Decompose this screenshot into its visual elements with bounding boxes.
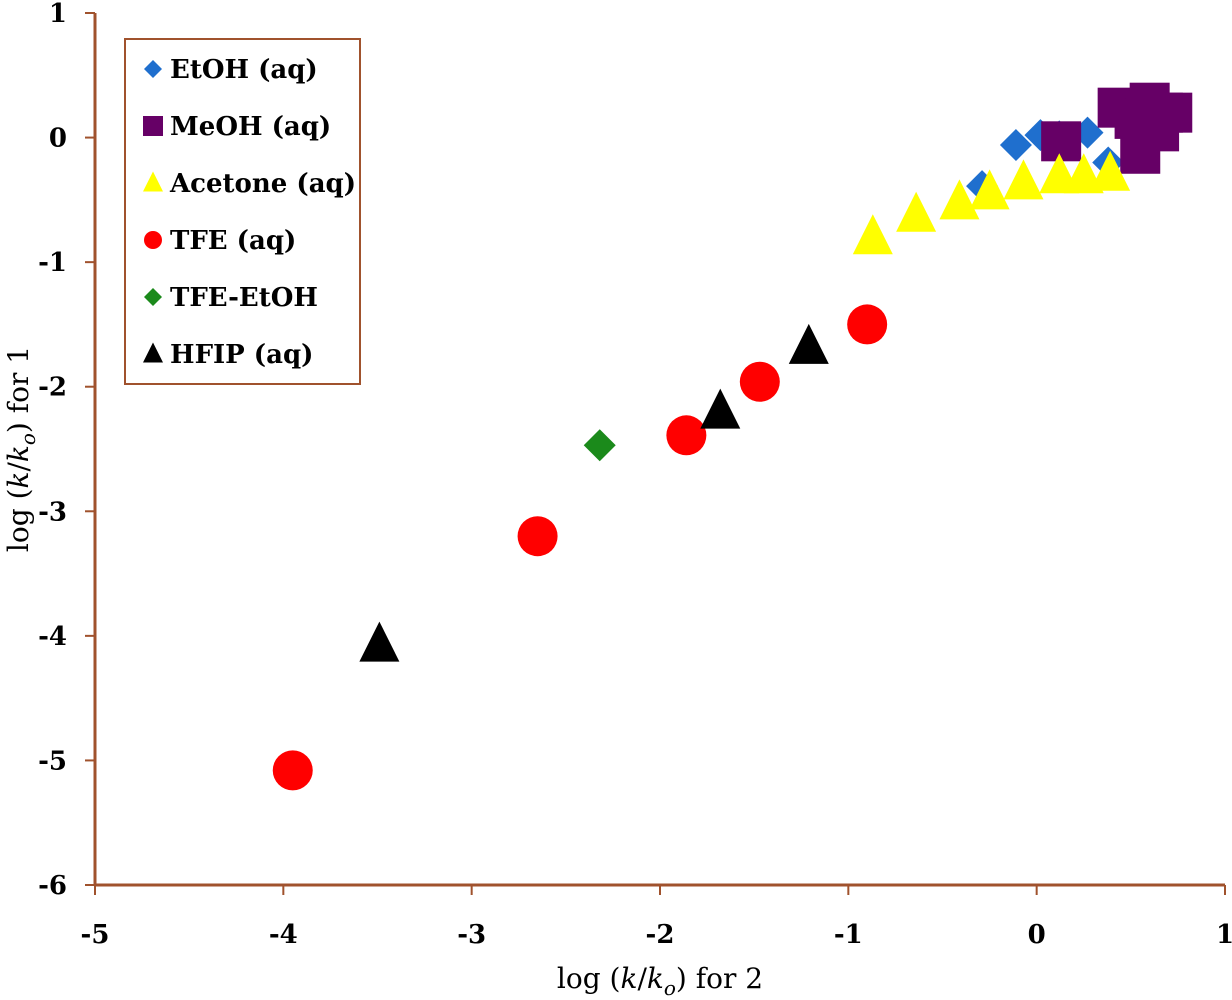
x-label-k2: k	[647, 962, 664, 995]
legend-label: TFE-EtOH	[170, 283, 318, 313]
series-2	[852, 150, 1131, 255]
data-point	[1041, 121, 1082, 162]
legend: EtOH (aq) MeOH (aq) Acetone (aq) TFE (aq) TF…	[124, 38, 361, 385]
y-tick-label: 0	[49, 124, 67, 154]
data-point	[847, 304, 888, 345]
x-label-slash: /	[637, 962, 647, 995]
legend-item: HFIP (aq)	[143, 340, 313, 370]
data-point	[939, 179, 980, 220]
ticks	[85, 12, 1226, 895]
legend-label: Acetone (aq)	[169, 169, 356, 199]
data-point	[1003, 159, 1044, 200]
legend-marker	[144, 288, 162, 306]
legend-marker	[143, 342, 163, 363]
series-4	[583, 429, 616, 462]
data-point	[1152, 92, 1193, 133]
data-point	[969, 169, 1010, 210]
y-label-k2: k	[2, 445, 35, 462]
y-label-suffix: ) for 1	[2, 346, 35, 433]
x-tick-label: 1	[1216, 920, 1232, 950]
legend-item: TFE-EtOH	[144, 283, 318, 313]
data-point	[583, 429, 616, 462]
legend-marker	[144, 60, 162, 78]
data-point	[896, 191, 937, 232]
legend-marker	[143, 171, 163, 192]
y-label-prefix: log (	[2, 489, 35, 553]
y-tick-label: 1	[49, 0, 67, 29]
x-tick-label: 0	[1028, 920, 1046, 950]
data-point	[788, 323, 829, 364]
data-point	[359, 621, 400, 662]
x-tick-label: -1	[834, 920, 863, 950]
data-point	[1063, 153, 1104, 194]
legend-label: MeOH (aq)	[170, 112, 331, 142]
x-axis-label: log (k/ko) for 2	[557, 962, 763, 1000]
series-1	[1041, 82, 1193, 174]
y-tick-label: -4	[38, 622, 67, 652]
legend-label: HFIP (aq)	[170, 340, 313, 370]
x-tick-label: -3	[457, 920, 486, 950]
x-label-prefix: log (	[557, 962, 621, 995]
data-point	[272, 750, 313, 791]
x-tick-label: -2	[646, 920, 675, 950]
x-label-sub: o	[664, 976, 676, 1000]
data-point	[852, 214, 893, 255]
data-point	[517, 516, 558, 557]
y-tick-label: -6	[38, 871, 67, 901]
data-point	[999, 129, 1032, 162]
x-tick-label: -5	[81, 920, 110, 950]
legend-label: EtOH (aq)	[170, 55, 318, 85]
y-label-sub: o	[16, 433, 40, 445]
y-tick-label: -2	[38, 373, 67, 403]
tick-labels: -5 -4 -3 -2 -1 0 1 -6 -5 -4 -3 -2 -1 0 1	[38, 0, 1232, 950]
legend-item: TFE (aq)	[144, 226, 296, 256]
data-points	[272, 82, 1193, 791]
y-tick-label: -5	[38, 746, 67, 776]
data-point	[666, 415, 707, 456]
legend-items: EtOH (aq) MeOH (aq) Acetone (aq) TFE (aq) TF…	[143, 55, 356, 370]
y-axis-label: log (k/ko) for 1	[2, 346, 40, 552]
legend-marker	[143, 116, 163, 136]
y-label-slash: /	[2, 462, 35, 472]
legend-label: TFE (aq)	[170, 226, 296, 256]
data-point	[739, 361, 780, 402]
y-tick-label: -3	[38, 497, 67, 527]
x-tick-label: -4	[269, 920, 298, 950]
x-label-k: k	[620, 962, 637, 995]
legend-box	[124, 38, 361, 385]
y-tick-label: -1	[38, 248, 67, 278]
y-label-k: k	[2, 472, 35, 489]
series-3	[272, 304, 888, 791]
x-label-suffix: ) for 2	[676, 962, 763, 995]
data-point	[1090, 150, 1131, 191]
legend-item: EtOH (aq)	[144, 55, 318, 85]
legend-marker	[144, 231, 162, 249]
legend-item: MeOH (aq)	[143, 112, 331, 142]
series-5	[359, 323, 829, 662]
legend-item: Acetone (aq)	[143, 169, 356, 199]
data-point	[700, 388, 741, 429]
